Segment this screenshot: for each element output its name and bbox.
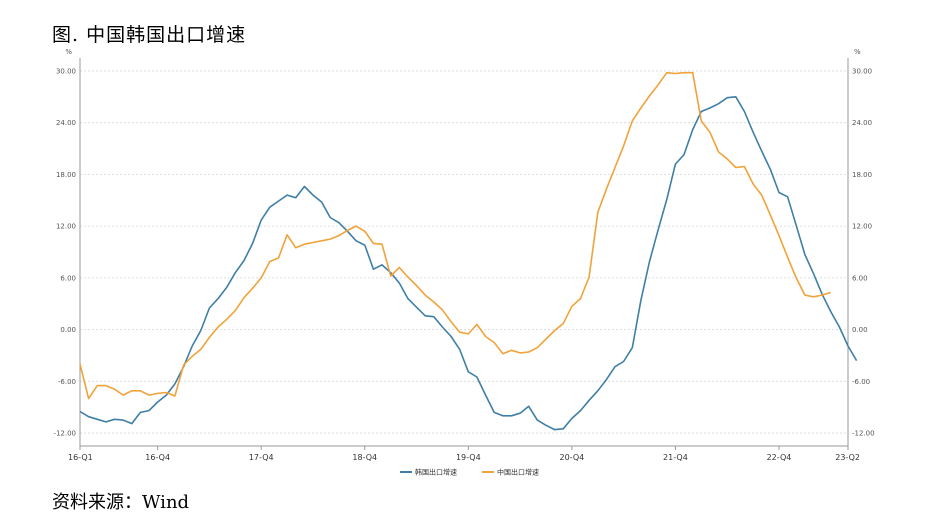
x-tick-label: 21-Q4: [663, 453, 688, 462]
x-tick-label: 20-Q4: [559, 453, 584, 462]
x-tick-label: 16-Q1: [68, 453, 93, 462]
series-lines: [79, 71, 858, 431]
y-tick-label-right: -12.00: [852, 430, 875, 438]
x-tick-label: 22-Q4: [767, 453, 792, 462]
y-tick-label-left: 0.00: [60, 326, 76, 334]
y-tick-label-left: 12.00: [56, 223, 76, 231]
x-tick-label: 19-Q4: [456, 453, 481, 462]
y-tick-label-right: 30.00: [852, 67, 872, 75]
y-tick-label-left: 30.00: [56, 67, 76, 75]
legend-label-2: 中国出口增速: [497, 468, 539, 477]
y-unit-right: %: [854, 48, 861, 56]
grid-lines: [80, 70, 848, 434]
y-tick-label-left: 24.00: [56, 119, 76, 127]
legend: 韩国出口增速 中国出口增速: [400, 468, 539, 477]
chart-title: 图. 中国韩国出口增速: [52, 24, 247, 46]
y-tick-label-right: 12.00: [852, 223, 872, 231]
series-line-2: [79, 71, 831, 400]
y-tick-label-left: -12.00: [53, 430, 76, 438]
x-tick-label: 17-Q4: [249, 453, 274, 462]
y-tick-label-left: 18.00: [56, 171, 76, 179]
y-tick-label-right: 24.00: [852, 119, 872, 127]
y-tick-label-right: 0.00: [852, 326, 868, 334]
y-tick-label-left: -6.00: [58, 378, 76, 386]
y-tick-label-left: 6.00: [60, 274, 76, 282]
axes: -12.00 -12.00 -6.00 -6.00 0.00 0.00 6.00 6.00 12…: [53, 48, 874, 462]
x-tick-label: 18-Q4: [352, 453, 377, 462]
x-tick-label: 16-Q4: [145, 453, 170, 462]
x-tick-label: 23-Q2: [835, 453, 860, 462]
y-tick-label-right: 18.00: [852, 171, 872, 179]
series-line-1: [79, 96, 858, 431]
source-note: 资料来源：Wind: [52, 492, 190, 513]
legend-label-1: 韩国出口增速: [415, 468, 457, 477]
y-tick-label-right: 6.00: [852, 274, 868, 282]
y-tick-label-right: -6.00: [852, 378, 870, 386]
y-unit-left: %: [65, 48, 72, 56]
